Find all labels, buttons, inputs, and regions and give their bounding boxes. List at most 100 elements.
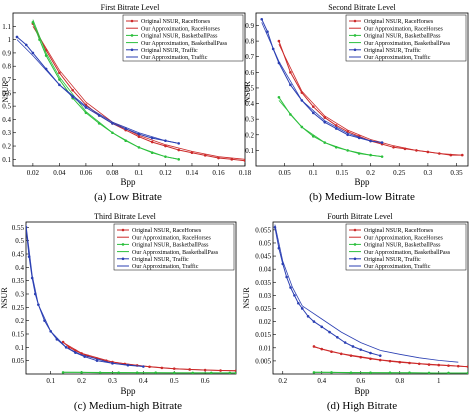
- series-point: [137, 132, 141, 136]
- y-tick-label: 0.25: [12, 304, 25, 312]
- legend-label: Original NSUR, Traffic: [132, 256, 189, 263]
- subplot-caption: (c) Medium-high Bitrate: [74, 400, 182, 412]
- legend-label: Our Approximation, Traffic: [364, 263, 431, 270]
- series-layer: [273, 224, 468, 374]
- y-tick-label: 0.4: [2, 116, 11, 124]
- plot-area-frame: [25, 221, 237, 375]
- series-point: [15, 35, 19, 39]
- series-point: [336, 336, 339, 339]
- x-tick-label: 0.6: [201, 377, 210, 385]
- series-line: [26, 224, 144, 367]
- tick-layer: 0.2 0.4 0.6 0.8 1 0.005 0.01 0.015 0.02 0.025 0.03…: [255, 226, 441, 385]
- x-tick-label: 0.25: [393, 169, 406, 177]
- subplot-b: Second Bitrate Level 0.05 0.1 0.15 0.2 0.25 0…: [243, 3, 469, 203]
- x-tick-label: 0.06: [80, 169, 93, 177]
- y-tick-label: 0.3: [15, 291, 24, 299]
- legend-label: Our Approximation, BasketballPass: [364, 250, 451, 256]
- x-tick-label: 0.2: [366, 169, 375, 177]
- y-tick-label: 0.8: [2, 63, 11, 71]
- legend-marker: [353, 34, 357, 37]
- legend-label: Our Approximation, Traffic: [364, 54, 431, 61]
- x-tick-label: 0.5: [170, 377, 179, 385]
- x-tick-label: 1: [437, 377, 441, 385]
- legend: Original NSUR, RaceHorses Our Approximati…: [113, 223, 235, 271]
- legend-label: Original NSUR, Traffic: [364, 47, 421, 54]
- plot-area-frame: [12, 12, 246, 167]
- y-tick-label: 0.1: [245, 147, 254, 155]
- legend: Original NSUR, RaceHorses Our Approximati…: [345, 223, 467, 271]
- y-tick-label: 0.7: [2, 76, 11, 84]
- x-tick-label: 0.04: [53, 169, 66, 177]
- y-tick-label: 0.5: [2, 103, 11, 111]
- legend-box: [113, 223, 235, 271]
- plot-area-frame: [255, 12, 469, 167]
- series-point: [164, 144, 167, 148]
- y-tick-label: 0.04: [259, 266, 272, 274]
- legend-label: Our Approximation, BasketballPass: [132, 250, 219, 256]
- series-point: [277, 39, 281, 43]
- series-line: [274, 227, 381, 357]
- legend-marker: [121, 243, 125, 246]
- series-layer: [15, 19, 245, 162]
- x-axis-label: Bpp: [120, 177, 136, 187]
- legend-marker: [353, 48, 357, 52]
- plot-area-frame: [272, 221, 469, 375]
- legend-label: Original NSUR, RaceHorses: [132, 228, 202, 234]
- legend-marker: [353, 243, 357, 246]
- legend-label: Original NSUR, BasketballPass: [132, 243, 209, 249]
- legend-label: Original NSUR, RaceHorses: [364, 19, 434, 25]
- series-point: [334, 124, 338, 127]
- y-tick-label: 0.02: [259, 318, 272, 326]
- y-tick-label: 0.2: [245, 131, 254, 139]
- y-axis-label: NSUR: [1, 81, 10, 103]
- series-point: [306, 315, 310, 318]
- y-axis-label: NSUR: [0, 287, 9, 309]
- legend-marker: [121, 228, 125, 232]
- x-tick-label: 0.3: [108, 377, 117, 385]
- series-line: [261, 22, 383, 143]
- series-line: [278, 97, 383, 158]
- x-axis-label: Bpp: [120, 386, 136, 396]
- series-point: [289, 71, 292, 74]
- tick-layer: 0.1 0.2 0.3 0.4 0.5 0.6 0.05 0.1 0.15 0.2 0.25 0.3 0…: [12, 224, 210, 385]
- x-tick-label: 0.12: [159, 169, 172, 177]
- x-tick-label: 0.4: [317, 377, 326, 385]
- x-tick-label: 0.6: [356, 377, 365, 385]
- series-point: [203, 154, 207, 157]
- legend-label: Our Approximation, BasketballPass: [141, 41, 228, 47]
- series-point: [378, 354, 382, 357]
- series-point: [289, 286, 292, 289]
- series-line: [16, 39, 179, 144]
- series-point: [58, 71, 61, 75]
- series-point: [177, 142, 181, 145]
- subplot-title: First Bitrate Level: [101, 3, 160, 12]
- series-point: [343, 341, 347, 344]
- legend-marker: [121, 257, 125, 261]
- x-tick-label: 0.15: [336, 169, 349, 177]
- series-line: [313, 346, 468, 368]
- y-tick-label: 0.7: [245, 53, 254, 61]
- y-tick-label: 0.005: [255, 357, 271, 365]
- y-tick-label: 0.3: [245, 116, 254, 124]
- y-tick-label: 0.45: [12, 251, 25, 259]
- series-line: [313, 346, 468, 368]
- legend-box: [122, 14, 244, 62]
- x-tick-label: 0.35: [450, 169, 463, 177]
- y-tick-label: 0.1: [2, 156, 11, 164]
- series-point: [312, 320, 316, 323]
- series-line: [274, 224, 459, 363]
- x-tick-label: 0.1: [309, 169, 318, 177]
- x-axis-label: Bpp: [354, 386, 370, 396]
- y-tick-label: 0.05: [12, 357, 25, 365]
- legend-label: Original NSUR, BasketballPass: [364, 34, 441, 40]
- series-point: [266, 30, 269, 34]
- subplot-title: Third Bitrate Level: [94, 212, 157, 221]
- series-line: [278, 44, 463, 156]
- legend-label: Original NSUR, Traffic: [364, 256, 421, 263]
- y-axis-label: NSUR: [242, 287, 251, 309]
- series-point: [328, 330, 331, 334]
- series-point: [150, 140, 154, 144]
- y-tick-label: 0.1: [15, 344, 24, 352]
- legend-label: Original NSUR, RaceHorses: [364, 228, 434, 234]
